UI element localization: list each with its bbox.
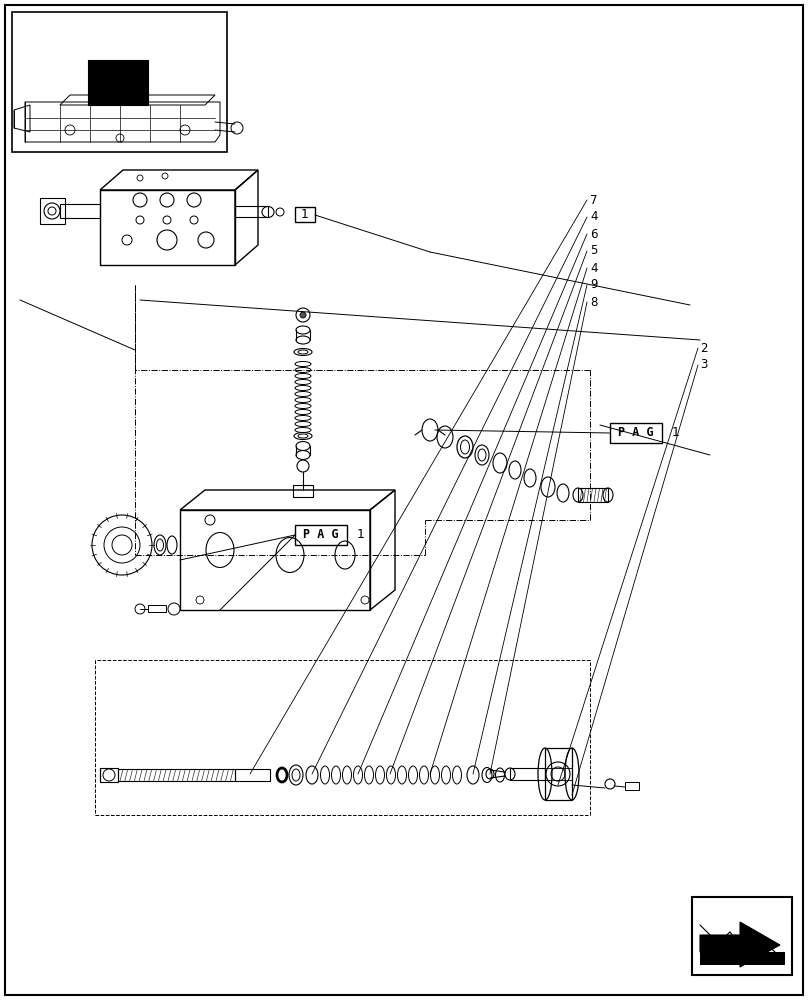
Text: P A G: P A G [303,528,339,542]
Text: 9: 9 [590,278,597,292]
Bar [692,897,792,975]
Text: 5: 5 [590,244,597,257]
Text: 4: 4 [590,211,597,224]
Circle shape [300,312,306,318]
Text: P A G: P A G [618,426,654,440]
Polygon shape [700,952,785,965]
Bar [295,207,315,222]
Text: 4: 4 [590,261,597,274]
Bar [148,605,166,612]
Bar [12,12,227,152]
Text: 8: 8 [590,296,597,308]
Bar [625,782,639,790]
Bar [578,488,608,502]
Polygon shape [700,922,780,967]
Text: 6: 6 [590,228,597,240]
Bar [293,485,313,497]
Bar [295,525,347,545]
Text: 1: 1 [301,208,309,221]
Text: 1: 1 [357,528,365,542]
Text: 7: 7 [590,194,597,207]
Bar [610,423,662,443]
Polygon shape [88,60,148,105]
Text: 3: 3 [700,359,707,371]
Text: 1: 1 [672,426,680,440]
Text: 2: 2 [700,342,708,355]
